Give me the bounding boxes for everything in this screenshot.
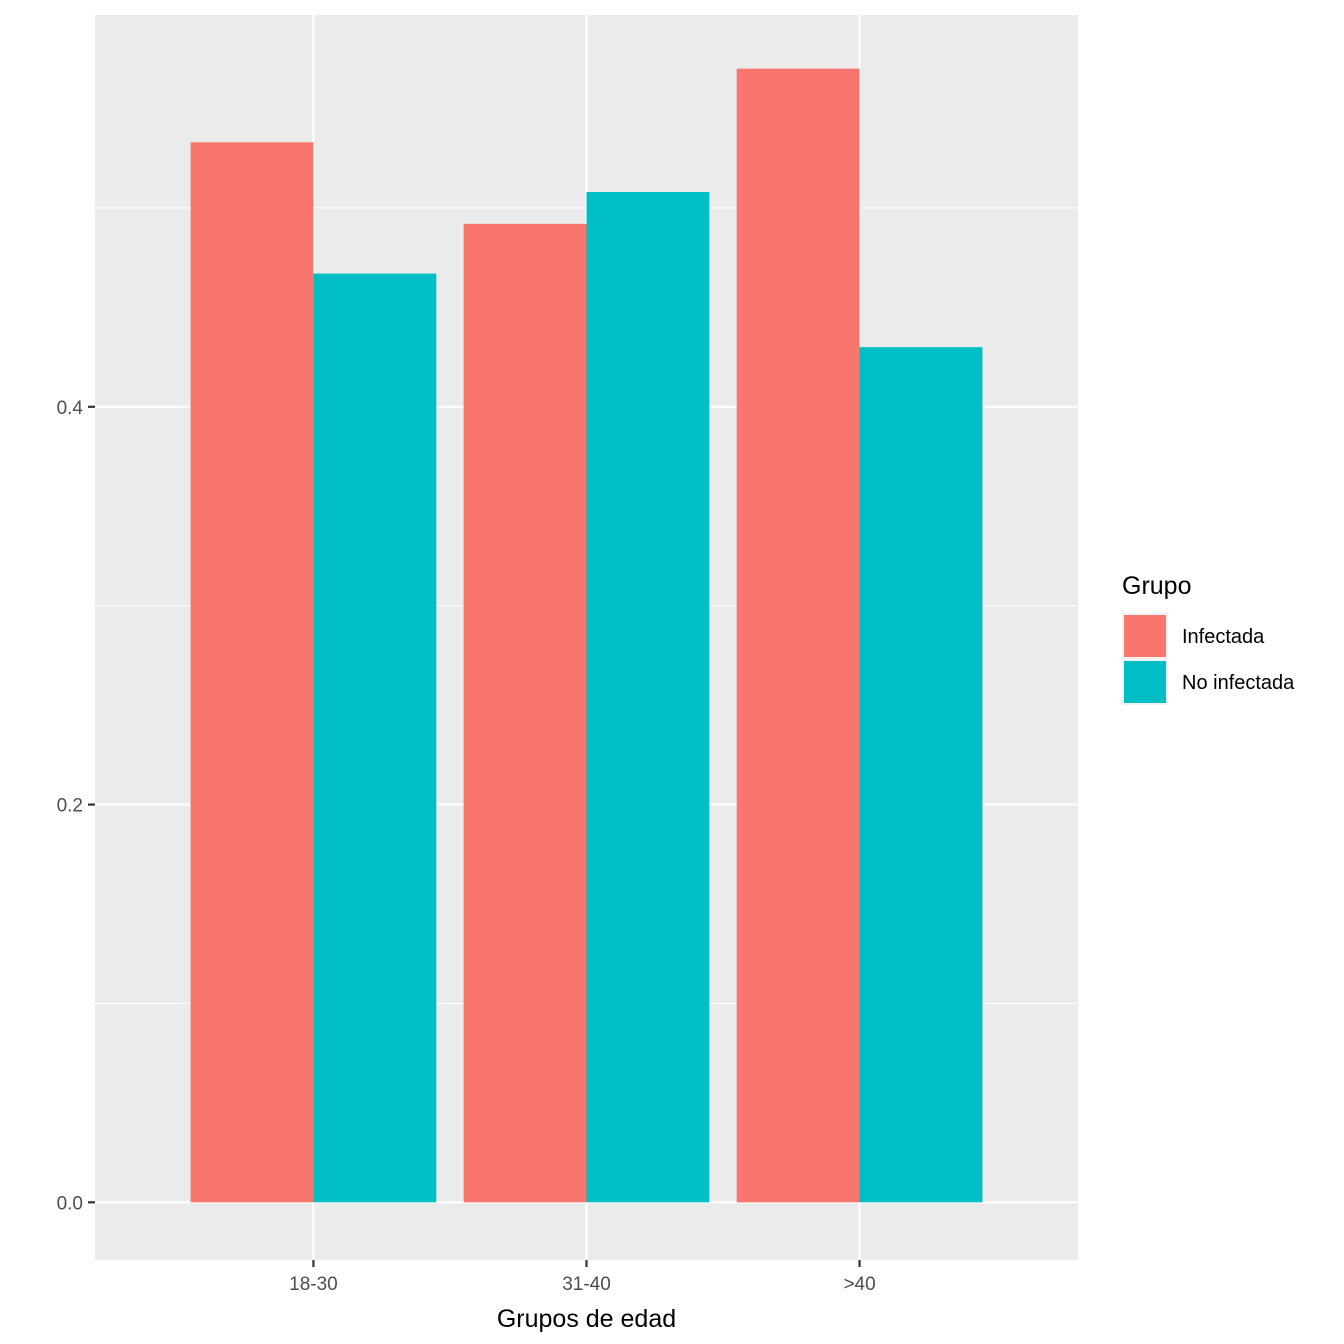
x-tick-label: 18-30: [289, 1274, 338, 1295]
bar-no-infectada-3: [859, 347, 983, 1203]
y-tick-label: 0.2: [57, 796, 83, 817]
x-axis: 18-30 31-40 >40: [289, 1260, 876, 1295]
y-axis: 0.0 0.2 0.4: [57, 398, 95, 1214]
legend-label: No infectada: [1182, 672, 1295, 694]
legend-title: Grupo: [1122, 572, 1191, 600]
legend-key-no-infectada: [1124, 661, 1166, 703]
bars: [190, 68, 983, 1203]
bar-infectada-1: [190, 142, 314, 1203]
x-axis-title: Grupos de edad: [497, 1305, 676, 1333]
x-tick-label: 31-40: [562, 1274, 611, 1295]
x-tick-label: >40: [843, 1274, 875, 1295]
bar-no-infectada-1: [313, 273, 437, 1203]
bar-infectada-2: [463, 223, 587, 1203]
y-tick-label: 0.0: [57, 1193, 83, 1214]
y-tick-label: 0.4: [57, 398, 84, 419]
bar-infectada-3: [736, 68, 860, 1203]
legend-key-infectada: [1124, 615, 1166, 657]
legend-label: Infectada: [1182, 626, 1265, 648]
bar-no-infectada-2: [586, 192, 710, 1203]
legend: Grupo Infectada No infectada: [1122, 572, 1295, 705]
